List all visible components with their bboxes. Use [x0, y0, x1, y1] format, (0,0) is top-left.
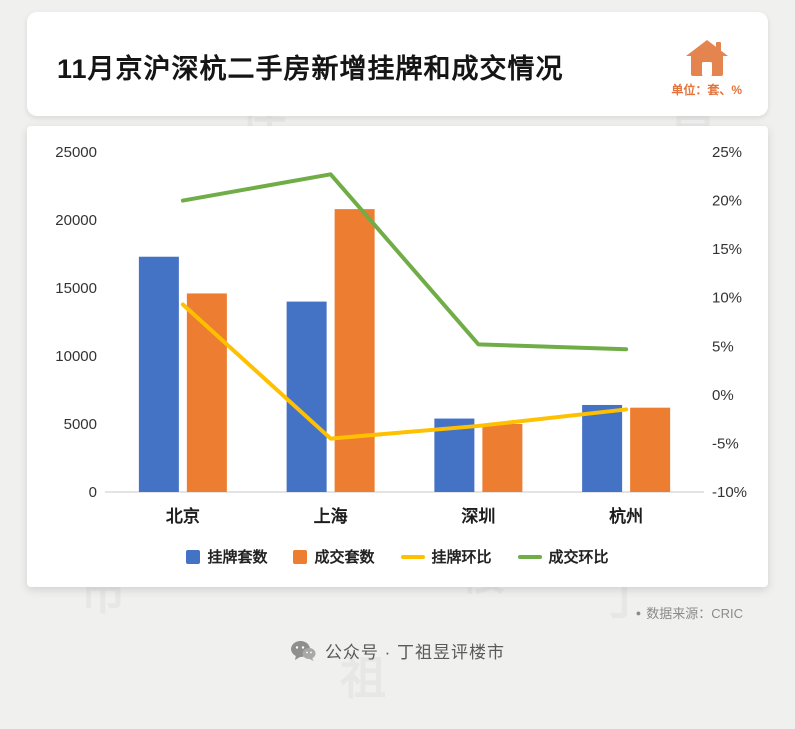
legend-label: 挂牌套数 — [207, 549, 268, 566]
right-axis-tick: -5% — [712, 435, 739, 452]
legend-item: 成交环比 — [517, 546, 609, 567]
legend-swatch — [186, 549, 201, 564]
wechat-icon — [290, 640, 316, 661]
data-source: ● 数据来源：CRIC — [0, 603, 795, 622]
bar — [334, 209, 375, 492]
legend-swatch — [400, 554, 425, 559]
category-label: 上海 — [314, 506, 348, 526]
page: 丁祖昱评楼市丁祖昱评楼市 11月京沪深杭二手房新增挂牌和成交情况 单位：套、% … — [0, 12, 795, 729]
legend-swatch — [517, 554, 542, 559]
right-axis-tick: 15% — [712, 241, 742, 258]
house-icon — [685, 40, 728, 76]
line — [180, 302, 629, 441]
legend-item: 挂牌套数 — [186, 546, 267, 567]
legend-label: 挂牌环比 — [431, 549, 492, 566]
account-line: 公众号 · 丁祖昱评楼市 — [0, 638, 795, 663]
left-axis-tick: 15000 — [55, 280, 97, 297]
left-axis-tick: 25000 — [55, 144, 97, 161]
left-axis-tick: 0 — [89, 484, 97, 501]
category-label: 北京 — [166, 506, 200, 526]
unit-label: 单位：套、% — [671, 83, 742, 97]
right-axis-tick: 25% — [712, 144, 742, 161]
legend-label: 成交环比 — [548, 549, 609, 566]
bar — [482, 424, 523, 492]
chart-legend: 挂牌套数 成交套数 挂牌环比 成交环比 — [27, 538, 768, 579]
left-axis-tick: 10000 — [55, 348, 97, 365]
legend-swatch — [293, 549, 308, 564]
legend-item: 挂牌环比 — [400, 546, 492, 567]
category-label: 深圳 — [461, 506, 495, 526]
left-axis-tick: 5000 — [64, 416, 97, 433]
right-axis-tick: 20% — [712, 193, 742, 210]
source-bullet-icon: ● — [635, 608, 642, 618]
right-axis-tick: 10% — [712, 290, 742, 307]
bar — [286, 301, 327, 492]
bar — [582, 404, 623, 492]
category-label: 杭州 — [609, 506, 643, 526]
combo-chart: 0 5000 10000 15000 20000 25000 -10% -5% 0% 5% 10% 1… — [55, 144, 747, 526]
page-title: 11月京沪深杭二手房新增挂牌和成交情况 — [57, 53, 564, 84]
account-text: 公众号 · 丁祖昱评楼市 — [324, 643, 506, 662]
legend-label: 成交套数 — [314, 549, 375, 566]
left-axis-tick: 20000 — [55, 212, 97, 229]
footer: ● 数据来源：CRIC 公众号 · 丁祖昱评楼市 — [0, 603, 795, 663]
title-card: 11月京沪深杭二手房新增挂牌和成交情况 单位：套、% — [27, 12, 768, 116]
right-axis-tick: -10% — [712, 484, 747, 501]
right-axis-tick: 0% — [712, 387, 734, 404]
bar — [630, 407, 671, 492]
right-axis-tick: 5% — [712, 338, 734, 355]
unit-block: 单位：套、% — [671, 38, 742, 98]
legend-item: 成交套数 — [293, 546, 375, 567]
source-text: 数据来源：CRIC — [646, 606, 743, 621]
bar — [186, 293, 227, 492]
line — [180, 172, 629, 352]
chart-card: 0 5000 10000 15000 20000 25000 -10% -5% 0% 5% 10% 1… — [27, 126, 768, 587]
bar — [138, 256, 179, 492]
